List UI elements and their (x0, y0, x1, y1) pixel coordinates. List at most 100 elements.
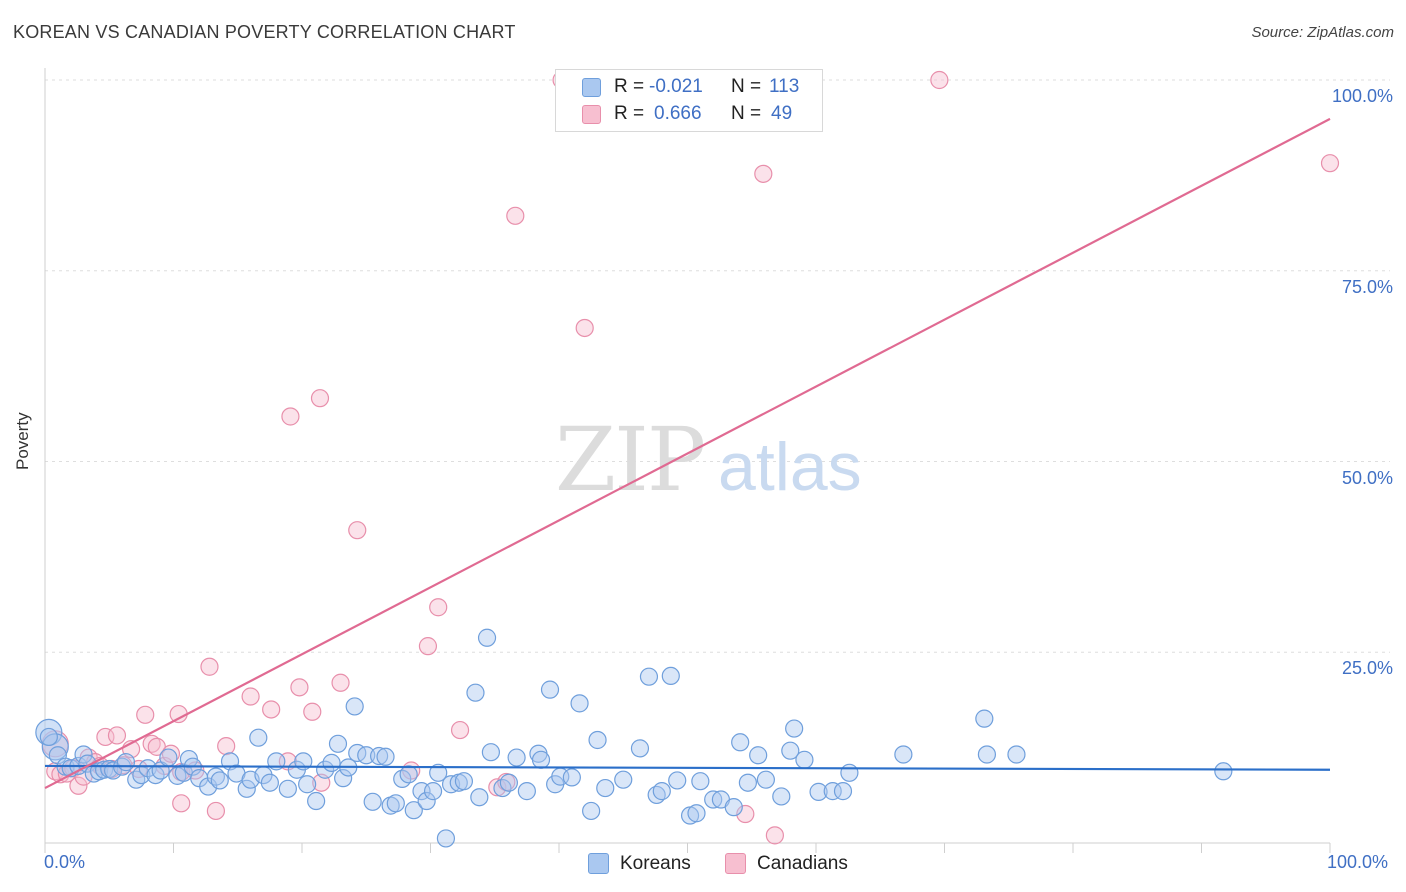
canadians-point (262, 700, 281, 719)
koreans-point (322, 753, 341, 772)
canadians-trend-line (44, 117, 1331, 790)
canadians-point (331, 673, 350, 692)
koreans-point (596, 778, 615, 798)
koreans-point (749, 746, 768, 765)
canadians-n-value: 49 (771, 103, 793, 124)
koreans-point (738, 773, 757, 792)
koreans-point (454, 772, 474, 791)
y-tick-label: 25.0% (1341, 658, 1393, 679)
koreans-point (809, 782, 828, 801)
koreans-point (562, 768, 581, 787)
koreans-point (772, 787, 791, 806)
canadians-r-label: R = (614, 103, 645, 124)
koreans-point (840, 763, 859, 782)
koreans-point (1007, 745, 1026, 764)
y-tick-label: 75.0% (1341, 276, 1393, 297)
canadians-point (96, 727, 115, 747)
koreans-point (668, 771, 687, 790)
watermark-atlas: atlas (718, 429, 862, 505)
koreans-point (429, 763, 448, 782)
koreans-n-label: N = (731, 76, 762, 97)
koreans-point (210, 771, 229, 790)
legend-row-koreans: R = -0.021 N = 113 (556, 73, 822, 101)
koreans-point (159, 748, 178, 767)
koreans-point (781, 741, 800, 760)
koreans-legend-swatch (588, 853, 609, 874)
canadians-point (136, 705, 155, 724)
canadians-point (754, 164, 773, 183)
koreans-point (74, 745, 93, 764)
canadians-point (217, 736, 236, 756)
koreans-point (370, 746, 389, 766)
canadians-r-value: 0.666 (654, 103, 702, 124)
koreans-point (731, 733, 750, 752)
koreans-point (298, 775, 317, 794)
koreans-trend-line (44, 764, 1331, 771)
trend-lines (44, 117, 1331, 790)
koreans-point (588, 730, 607, 750)
koreans-point (278, 779, 297, 798)
koreans-point (652, 782, 671, 801)
canadians-point (281, 407, 300, 426)
koreans-point (823, 782, 842, 801)
x-tick-label-max: 100.0% (1327, 852, 1389, 872)
canadians-point (736, 804, 755, 824)
canadians-point (200, 657, 219, 676)
koreans-n-value: 113 (769, 76, 800, 97)
koreans-r-value: -0.021 (649, 76, 703, 97)
canadians-point (575, 318, 594, 338)
canadians-point (206, 801, 226, 821)
stats-legend: R = -0.021 N = 113 R = 0.666 N = 49 (555, 69, 823, 132)
koreans-point (756, 770, 775, 789)
canadians-point (348, 521, 367, 540)
koreans-point (199, 777, 218, 796)
koreans-point (785, 719, 804, 738)
canadians-n-label: N = (731, 103, 762, 124)
canadians-point (241, 687, 260, 706)
koreans-point (687, 804, 706, 823)
koreans-legend-label: Koreans (620, 853, 691, 874)
koreans-point (363, 792, 382, 811)
koreans-point (307, 791, 326, 811)
koreans-point (481, 743, 500, 762)
koreans-point (517, 782, 536, 801)
koreans-point (614, 770, 633, 789)
y-tick-label: 50.0% (1341, 467, 1393, 488)
y-tick-label: 100.0% (1331, 86, 1393, 106)
canadians-point (429, 598, 448, 617)
koreans-point (39, 727, 58, 747)
koreans-point (540, 680, 560, 699)
canadians-point (69, 776, 88, 795)
koreans-point (345, 697, 364, 716)
koreans-point (328, 734, 348, 753)
canadians-point (1320, 154, 1340, 173)
canadians-point (418, 637, 438, 656)
koreans-point (1214, 762, 1233, 781)
koreans-swatch (582, 78, 601, 97)
koreans-point (399, 765, 418, 784)
koreans-point (499, 773, 518, 792)
koreans-point (975, 709, 994, 728)
canadians-point (765, 826, 784, 845)
canadians-point (290, 678, 309, 697)
canadians-point (310, 389, 330, 408)
koreans-point (570, 694, 589, 713)
koreans-point (582, 801, 601, 821)
koreans-point (795, 750, 814, 769)
koreans-point (316, 760, 335, 779)
canadians-legend-label: Canadians (757, 853, 848, 874)
koreans-point (404, 801, 423, 820)
x-tick-label-min: 0.0% (44, 852, 86, 872)
koreans-point (436, 829, 456, 848)
canadians-point (303, 702, 322, 721)
canadians-point (930, 70, 949, 90)
koreans-point (507, 748, 526, 767)
canadians-point (169, 704, 188, 724)
canadians-swatch (582, 105, 601, 124)
koreans-point (357, 746, 376, 765)
koreans-point (691, 772, 710, 791)
koreans-point (894, 745, 913, 764)
koreans-point (639, 667, 659, 686)
koreans-point (376, 747, 395, 766)
koreans-r-label: R = (614, 76, 645, 97)
